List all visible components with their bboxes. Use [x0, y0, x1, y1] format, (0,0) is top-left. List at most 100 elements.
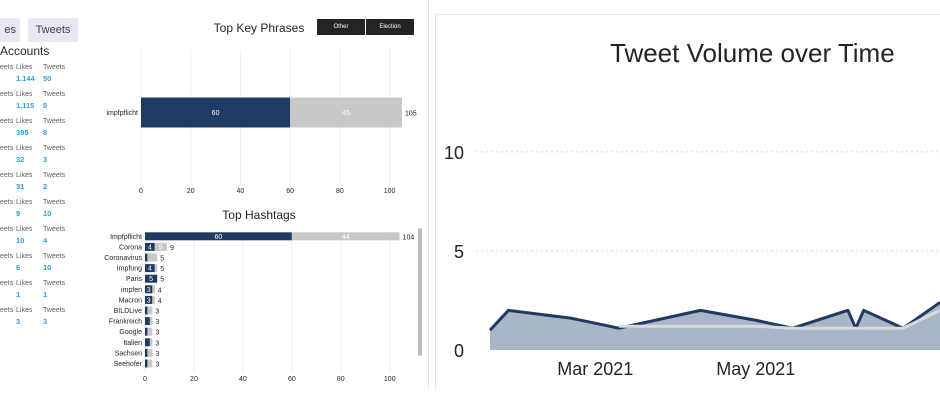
bar-total-label: 105 [405, 111, 417, 118]
bar-light [149, 317, 153, 326]
bar-dark [145, 359, 148, 368]
tab-likes[interactable]: es [0, 18, 20, 42]
likes-value: 10 [16, 236, 25, 245]
account-row[interactable]: eets Likes 10 Tweets 4 [0, 226, 90, 253]
tweets-value: 50 [43, 74, 52, 83]
bar-total-label: 3 [155, 362, 159, 369]
hashtags-title: Top Hashtags [222, 208, 296, 222]
account-row[interactable]: eets Likes 32 Tweets 3 [0, 145, 90, 172]
hashtags-scrollbar[interactable] [418, 228, 422, 356]
tweets-label-partial: eets [0, 64, 14, 71]
bar-total-label: 3 [155, 351, 159, 358]
x-tick-label: 40 [237, 188, 245, 195]
bar-dark [141, 97, 291, 128]
bar-dark-label: 60 [212, 110, 220, 117]
account-row[interactable]: eets Likes 1.144 Tweets 50 [0, 64, 90, 91]
filter-election-button[interactable]: Election [366, 19, 414, 35]
tweets-label: Tweets [43, 307, 66, 314]
bar-dark [145, 285, 153, 294]
x-tick-label: 20 [190, 376, 198, 383]
bar-light [152, 295, 155, 304]
bar-dark-label: 60 [215, 234, 223, 241]
category-label: Impfpflicht [110, 234, 142, 241]
accounts-title: Accounts [0, 44, 50, 58]
bar-dark [145, 242, 155, 251]
account-row[interactable]: eets Likes 1.115 Tweets 5 [0, 91, 90, 118]
likes-value: 9 [16, 209, 21, 218]
bar-light [149, 338, 153, 347]
likes-value: 6 [16, 263, 21, 272]
likes-value: 1 [16, 290, 21, 299]
likes-value: 395 [16, 128, 29, 137]
volume-title: Tweet Volume over Time [610, 38, 895, 68]
likes-label: Likes [16, 253, 33, 260]
x-tick-label: 40 [239, 376, 247, 383]
bar-dark [145, 232, 292, 241]
bar-light [154, 264, 158, 273]
bar-total-label: 5 [160, 266, 164, 273]
x-tick-label: 80 [336, 188, 344, 195]
key-phrases-chart: 0 20 40 60 80 100 impfpflicht 60 45 105 [106, 50, 417, 195]
bar-light [147, 253, 158, 262]
filter-other-button[interactable]: Other [317, 19, 365, 35]
tweets-label-partial: eets [0, 199, 14, 206]
account-row[interactable]: eets Likes 395 Tweets 8 [0, 118, 90, 145]
bar-dark [145, 338, 150, 347]
likes-value: 3 [16, 317, 21, 326]
tweets-label-partial: eets [0, 253, 14, 260]
tab-tweets[interactable]: Tweets [28, 18, 78, 42]
tweets-value: 3 [43, 155, 48, 164]
x-tick-label: 100 [384, 376, 396, 383]
bar-dark [145, 348, 148, 357]
account-row[interactable]: eets Likes 1 Tweets 1 [0, 280, 90, 307]
x-tick-label: Mar 2021 [557, 359, 633, 379]
likes-label: Likes [16, 307, 33, 314]
category-label: Seehofer [114, 361, 143, 368]
bar-light [147, 348, 153, 357]
y-tick-label: 0 [454, 341, 464, 361]
bar-dark-label: 3 [147, 297, 151, 304]
tweets-label: Tweets [43, 172, 66, 179]
line-series-2 [618, 309, 940, 330]
x-tick-label: 80 [337, 376, 345, 383]
x-tick-label: 0 [139, 188, 143, 195]
category-label: impfpflicht [106, 110, 138, 117]
category-label: Macron [119, 297, 142, 304]
bar-light [147, 359, 153, 368]
likes-label: Likes [16, 226, 33, 233]
tweets-label: Tweets [43, 91, 66, 98]
likes-label: Likes [16, 280, 33, 287]
account-row[interactable]: eets Likes 6 Tweets 10 [0, 253, 90, 280]
likes-label: Likes [16, 91, 33, 98]
tweets-label: Tweets [43, 118, 66, 125]
likes-value: 31 [16, 182, 25, 191]
bar-light [154, 242, 168, 251]
y-tick-label: 10 [444, 143, 464, 163]
account-row[interactable]: eets Likes 31 Tweets 2 [0, 172, 90, 199]
tweets-label-partial: eets [0, 172, 14, 179]
bar-light [291, 232, 400, 241]
account-row[interactable]: eets Likes 9 Tweets 10 [0, 199, 90, 226]
bar-dark [145, 317, 150, 326]
bar-dark [145, 253, 148, 262]
bar-dark [145, 264, 155, 273]
bar-total-label: 5 [160, 256, 164, 263]
x-tick-label: May 2021 [716, 359, 795, 379]
likes-label: Likes [16, 64, 33, 71]
bar-light [290, 97, 402, 128]
category-label: Paris [126, 276, 142, 283]
category-label: Coronavirus [104, 255, 142, 262]
tweets-label-partial: eets [0, 91, 14, 98]
tweets-label-partial: eets [0, 226, 14, 233]
category-label: Google [119, 329, 142, 336]
left-panel [0, 0, 429, 388]
bar-total-label: 104 [403, 234, 415, 241]
bar-total-label: 4 [158, 287, 162, 294]
x-tick-label: 100 [384, 188, 396, 195]
likes-value: 32 [16, 155, 25, 164]
account-row[interactable]: eets Likes 3 Tweets 3 [0, 307, 90, 334]
y-tick-label: 5 [454, 242, 464, 262]
tweets-value: 1 [43, 290, 48, 299]
likes-label: Likes [16, 118, 33, 125]
key-phrases-title: Top Key Phrases [213, 21, 305, 35]
